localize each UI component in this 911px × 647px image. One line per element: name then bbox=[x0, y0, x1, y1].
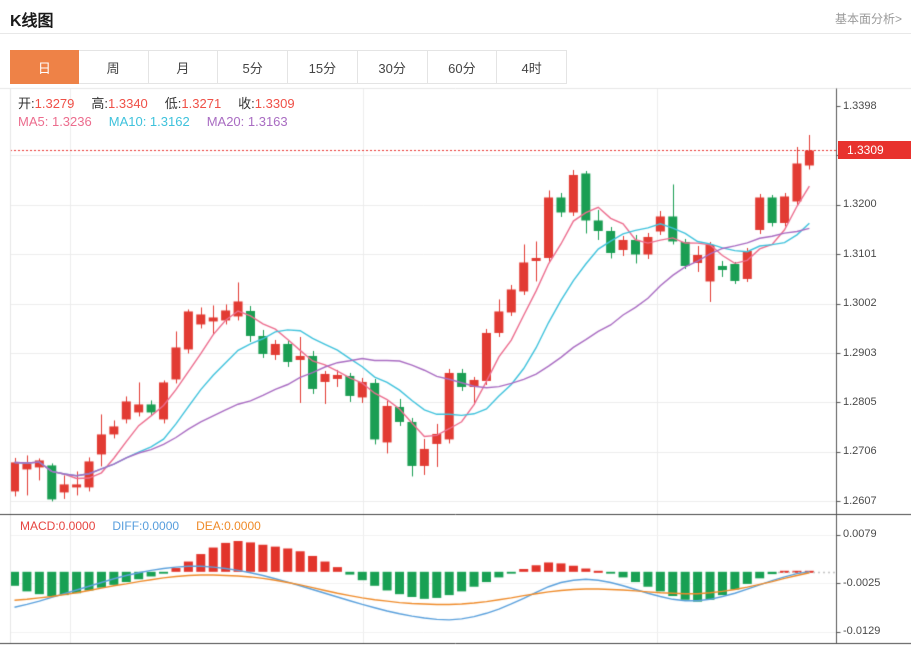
price-tick-1.2805: 1.2805 bbox=[843, 395, 877, 408]
legend-item: 开:1.3279 bbox=[18, 96, 75, 111]
legend-item: 高:1.3340 bbox=[91, 96, 148, 111]
price-tick-1.3101: 1.3101 bbox=[843, 247, 877, 260]
macd-tick-0.0079: 0.0079 bbox=[843, 528, 877, 541]
tab-日[interactable]: 日 bbox=[10, 50, 79, 84]
price-tick-1.3398: 1.3398 bbox=[843, 99, 877, 112]
legend-item: 低:1.3271 bbox=[164, 96, 222, 111]
macd-tick--0.0129: -0.0129 bbox=[843, 625, 881, 638]
legend-item: MA5: 1.3236 bbox=[18, 114, 92, 129]
price-tick-1.2607: 1.2607 bbox=[843, 494, 877, 507]
ohlc-legend: 开:1.3279 高:1.3340 低:1.3271 收:1.3309 bbox=[18, 93, 312, 112]
legend-item: MA10: 1.3162 bbox=[108, 114, 190, 129]
macd-legend: MACD:0.0000 DIFF:0.0000 DEA:0.0000 bbox=[20, 519, 278, 533]
fundamental-analysis-link[interactable]: 基本面分析> bbox=[834, 12, 902, 26]
tab-60分[interactable]: 60分 bbox=[427, 51, 498, 83]
period-tab-bar: 日周月 5分 15分 30分 60分 4时 bbox=[10, 50, 567, 84]
last-price-tag: 1.3309 bbox=[838, 141, 911, 159]
price-tick-1.2903: 1.2903 bbox=[843, 346, 877, 359]
tab-周[interactable]: 周 bbox=[78, 51, 149, 83]
title-divider bbox=[0, 33, 911, 34]
macd-tick--0.0025: -0.0025 bbox=[843, 576, 881, 589]
legend-item: DIFF:0.0000 bbox=[112, 519, 180, 533]
tab-4时[interactable]: 4时 bbox=[497, 51, 566, 83]
ma-legend: MA5: 1.3236 MA10: 1.3162 MA20: 1.3163 bbox=[18, 114, 305, 129]
legend-item: MACD:0.0000 bbox=[20, 519, 96, 533]
tab-30分[interactable]: 30分 bbox=[357, 51, 428, 83]
legend-item: DEA:0.0000 bbox=[196, 519, 261, 533]
tab-15分[interactable]: 15分 bbox=[288, 51, 358, 83]
price-tick-1.3002: 1.3002 bbox=[843, 297, 877, 310]
tab-月[interactable]: 月 bbox=[148, 51, 219, 83]
tab-5分[interactable]: 5分 bbox=[218, 51, 288, 83]
legend-item: MA20: 1.3163 bbox=[206, 114, 288, 129]
price-tick-1.2706: 1.2706 bbox=[843, 445, 877, 458]
legend-item: 收:1.3309 bbox=[238, 96, 295, 111]
page-title: K线图 bbox=[10, 13, 54, 30]
price-tick-1.3200: 1.3200 bbox=[843, 198, 877, 211]
